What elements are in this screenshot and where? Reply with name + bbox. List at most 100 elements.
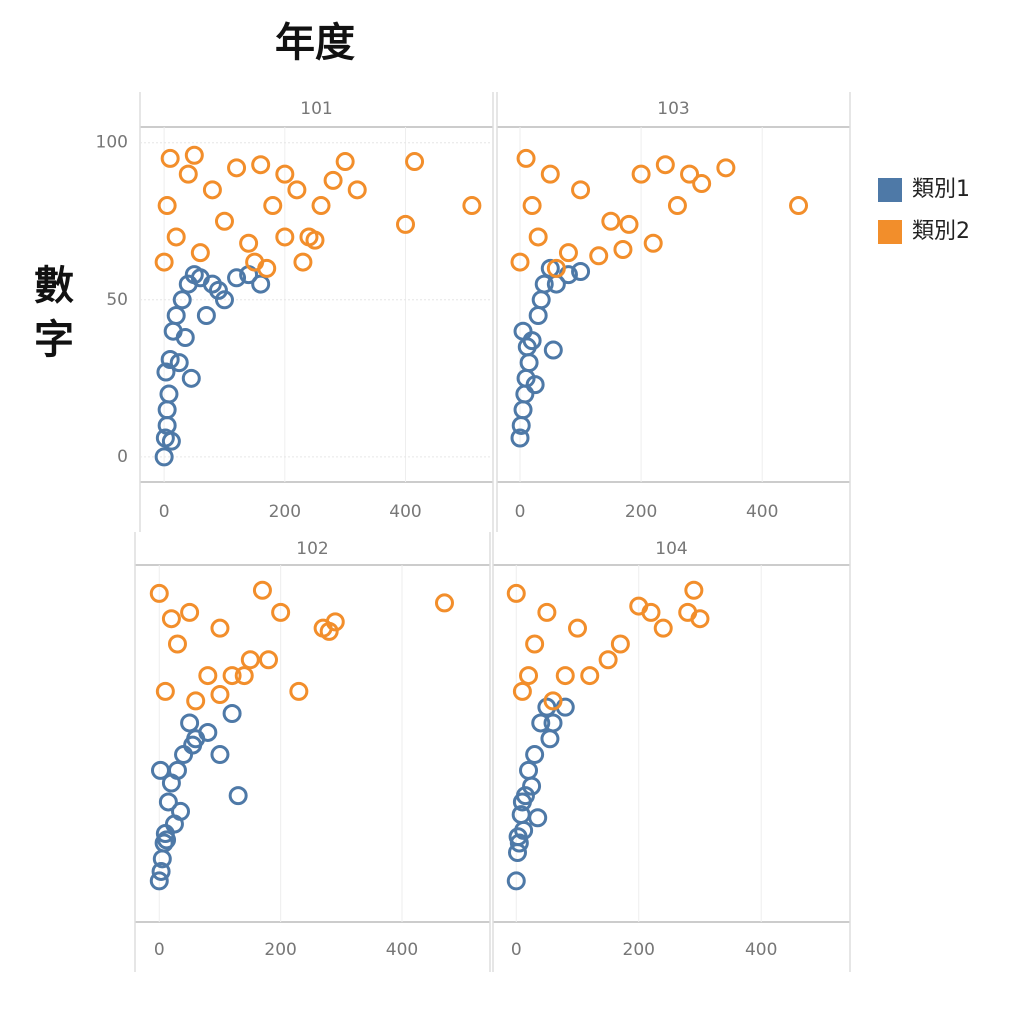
- point: [149, 871, 169, 891]
- point: [323, 170, 343, 190]
- point: [149, 583, 169, 603]
- point: [160, 349, 180, 369]
- legend-label: 類別1: [912, 177, 970, 202]
- point: [589, 246, 609, 266]
- point: [653, 618, 673, 638]
- point: [543, 691, 563, 711]
- point: [287, 180, 307, 200]
- point: [610, 634, 630, 654]
- point: [150, 760, 170, 780]
- point: [716, 158, 736, 178]
- point: [227, 268, 247, 288]
- point: [546, 258, 566, 278]
- row-title: 數字: [27, 264, 74, 372]
- point: [167, 634, 187, 654]
- point: [157, 400, 177, 420]
- panel-title: 103: [657, 99, 689, 119]
- point: [154, 833, 174, 853]
- x-tick-label: 0: [159, 502, 170, 522]
- point: [598, 650, 618, 670]
- point: [251, 155, 271, 175]
- x-tick-label: 400: [746, 502, 778, 522]
- point: [528, 808, 548, 828]
- point: [293, 252, 313, 272]
- x-tick-label: 0: [511, 940, 522, 960]
- point: [166, 305, 186, 325]
- point: [506, 583, 526, 603]
- point: [619, 214, 639, 234]
- point: [525, 634, 545, 654]
- point: [568, 618, 588, 638]
- point: [690, 609, 710, 629]
- point: [434, 593, 454, 613]
- point: [155, 681, 175, 701]
- column-title: 年度: [275, 20, 355, 66]
- point: [305, 230, 325, 250]
- point: [171, 801, 191, 821]
- point: [208, 280, 228, 300]
- point: [275, 164, 295, 184]
- x-tick-label: 400: [389, 502, 421, 522]
- point: [158, 792, 178, 812]
- point: [510, 428, 530, 448]
- x-tick-label: 200: [264, 940, 296, 960]
- panel-title: 101: [300, 99, 332, 119]
- point: [157, 196, 177, 216]
- point: [513, 321, 533, 341]
- point: [174, 745, 194, 765]
- point: [154, 447, 174, 467]
- point: [515, 384, 535, 404]
- point: [275, 227, 295, 247]
- x-tick-label: 200: [625, 502, 657, 522]
- point: [214, 211, 234, 231]
- point: [198, 722, 218, 742]
- point: [240, 650, 260, 670]
- point: [516, 148, 536, 168]
- point: [528, 227, 548, 247]
- point: [514, 820, 534, 840]
- point: [601, 211, 621, 231]
- point: [396, 214, 416, 234]
- point: [347, 180, 367, 200]
- point: [157, 830, 177, 850]
- point: [692, 174, 712, 194]
- panel-title: 104: [655, 539, 687, 559]
- point: [405, 152, 425, 172]
- point: [169, 353, 189, 373]
- point: [252, 580, 272, 600]
- point: [525, 375, 545, 395]
- point: [166, 227, 186, 247]
- point: [184, 145, 204, 165]
- point: [222, 666, 242, 686]
- point: [335, 152, 355, 172]
- point: [643, 233, 663, 253]
- point: [214, 290, 234, 310]
- point: [263, 196, 283, 216]
- point: [202, 180, 222, 200]
- point: [531, 713, 551, 733]
- point: [540, 729, 560, 749]
- point: [289, 681, 309, 701]
- panel-title: 102: [296, 539, 328, 559]
- point: [210, 745, 230, 765]
- point: [519, 760, 539, 780]
- point: [555, 666, 575, 686]
- point: [515, 786, 535, 806]
- point: [506, 871, 526, 891]
- point: [525, 745, 545, 765]
- point: [175, 327, 195, 347]
- legend-swatch: [878, 178, 902, 202]
- point: [613, 240, 633, 260]
- y-tick-label: 0: [117, 447, 128, 467]
- point: [519, 666, 539, 686]
- point: [228, 786, 248, 806]
- legend-label: 類別2: [912, 219, 970, 244]
- point: [180, 713, 200, 733]
- y-tick-label: 50: [106, 290, 128, 310]
- point: [558, 243, 578, 263]
- x-tick-label: 0: [515, 502, 526, 522]
- point: [222, 703, 242, 723]
- point: [319, 621, 339, 641]
- point: [522, 196, 542, 216]
